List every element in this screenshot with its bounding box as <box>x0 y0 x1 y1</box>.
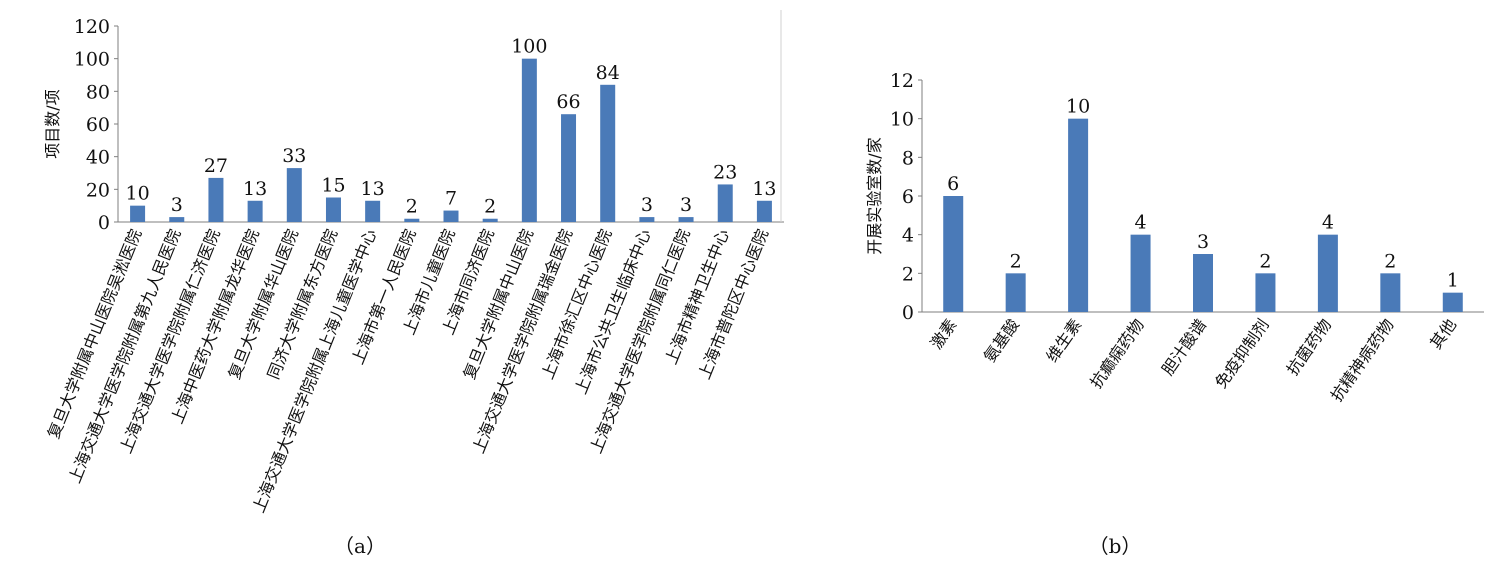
data-label: 3 <box>1197 231 1209 253</box>
y-tick-label: 120 <box>74 16 110 38</box>
data-label: 2 <box>406 196 418 218</box>
data-label: 6 <box>947 173 959 195</box>
y-tick-label: 20 <box>86 179 110 201</box>
bar <box>443 210 459 222</box>
data-label: 13 <box>752 178 776 200</box>
data-label: 33 <box>282 145 306 167</box>
bar <box>169 217 185 222</box>
y-axis-title: 开展实验室数/家 <box>865 137 884 254</box>
bar <box>600 84 616 222</box>
bar <box>130 205 146 222</box>
data-label: 2 <box>1259 250 1271 272</box>
bar <box>756 200 772 222</box>
data-label: 4 <box>1322 212 1334 234</box>
y-tick-label: 60 <box>86 114 110 136</box>
x-tick-label: 氨基酸 <box>980 315 1023 365</box>
data-label: 66 <box>556 91 580 113</box>
data-label: 2 <box>1010 250 1022 272</box>
y-tick-label: 2 <box>902 263 914 285</box>
data-label: 7 <box>445 188 457 210</box>
bar <box>521 58 537 222</box>
data-label: 84 <box>596 62 620 84</box>
y-tick-label: 8 <box>902 147 914 169</box>
data-label: 15 <box>321 175 345 197</box>
y-tick-label: 0 <box>98 212 110 234</box>
data-label: 13 <box>243 178 267 200</box>
bar <box>639 217 655 222</box>
y-tick-label: 40 <box>86 147 110 169</box>
y-tick-label: 0 <box>902 302 914 324</box>
bar <box>1193 254 1213 312</box>
data-label: 13 <box>361 178 385 200</box>
x-tick-label: 抗精神病药物 <box>1327 315 1398 405</box>
y-axis-title: 项目数/项 <box>43 89 62 158</box>
bar <box>1005 273 1026 312</box>
chart-a: 020406080100120项目数/项10复旦大学附属中山医院吴淞医院3上海交… <box>43 10 784 515</box>
x-tick-label: 免疫抑制剂 <box>1211 315 1272 391</box>
data-label: 10 <box>125 183 149 205</box>
bar <box>1068 118 1089 313</box>
bar <box>286 168 302 222</box>
bar <box>1442 292 1463 312</box>
bar <box>1255 273 1276 312</box>
x-tick-label: 维生素 <box>1042 315 1085 365</box>
data-label: 2 <box>484 196 496 218</box>
x-tick-label: 抗菌药物 <box>1283 315 1335 378</box>
bar <box>1130 234 1151 312</box>
bar <box>678 217 694 222</box>
data-label: 4 <box>1135 212 1147 234</box>
data-label: 2 <box>1384 250 1396 272</box>
bar <box>404 218 420 222</box>
x-tick-label: 其他 <box>1426 315 1460 352</box>
bar <box>365 200 381 222</box>
data-label: 23 <box>713 161 737 183</box>
y-tick-label: 12 <box>890 70 914 92</box>
x-tick-label: 抗癫痫药物 <box>1086 315 1147 391</box>
bar <box>943 196 964 312</box>
x-tick-label: 激素 <box>927 315 961 352</box>
data-label: 3 <box>171 194 183 216</box>
bar <box>1380 273 1401 312</box>
panel-label-b: （b） <box>1089 534 1142 558</box>
data-label: 10 <box>1066 96 1090 118</box>
y-tick-label: 80 <box>86 81 110 103</box>
data-label: 100 <box>511 36 547 58</box>
bar <box>717 184 733 222</box>
bar <box>561 114 577 222</box>
y-tick-label: 6 <box>902 186 914 208</box>
panel-label-a: （a） <box>334 534 386 558</box>
data-label: 3 <box>641 194 653 216</box>
data-label: 27 <box>204 155 228 177</box>
bar <box>247 200 263 222</box>
bar <box>208 177 224 222</box>
bar <box>325 197 341 222</box>
bar <box>482 218 498 222</box>
y-tick-label: 100 <box>74 49 110 71</box>
data-label: 3 <box>680 194 692 216</box>
x-tick-label: 胆汁酸谱 <box>1158 315 1210 378</box>
bar <box>1317 234 1338 312</box>
data-label: 1 <box>1447 270 1459 292</box>
y-tick-label: 10 <box>890 109 914 131</box>
y-tick-label: 4 <box>902 225 914 247</box>
